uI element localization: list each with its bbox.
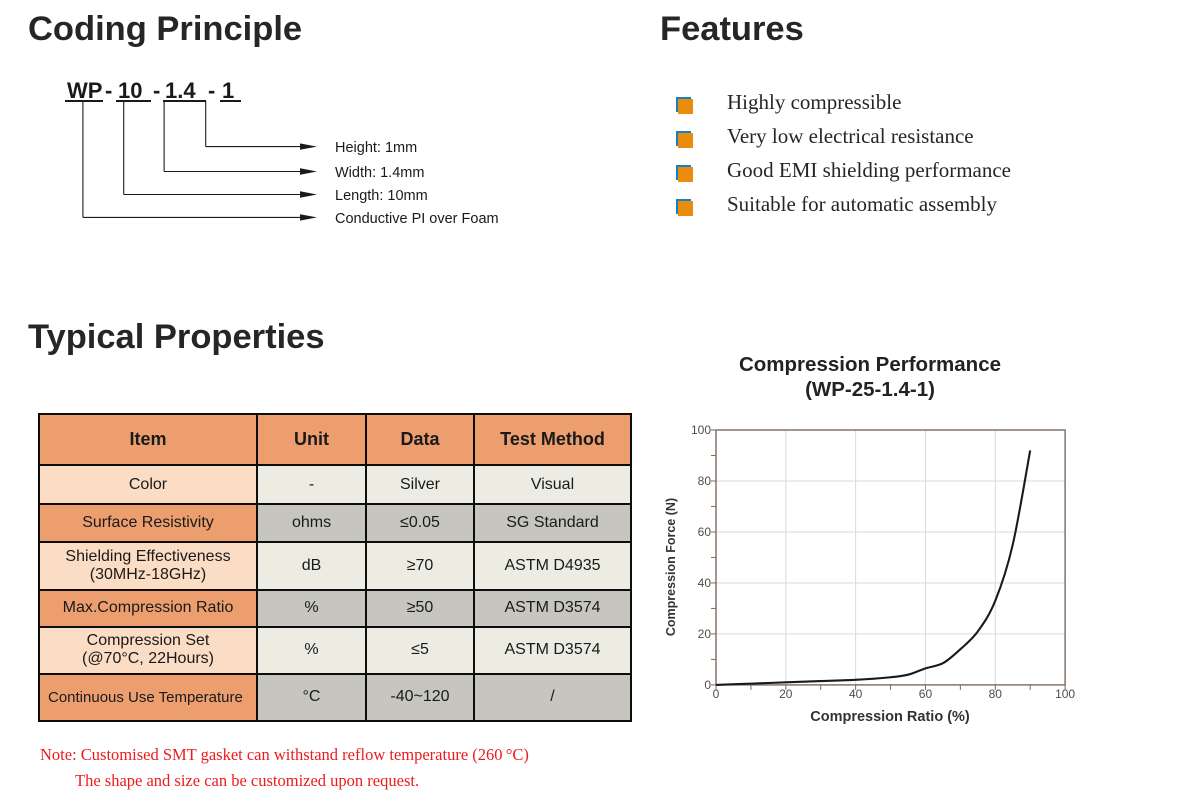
svg-text:Compression Ratio (%): Compression Ratio (%) — [810, 709, 970, 725]
svg-text:20: 20 — [779, 687, 793, 701]
svg-text:Compression Force (N): Compression Force (N) — [664, 498, 678, 636]
svg-text:80: 80 — [988, 687, 1002, 701]
svg-text:100: 100 — [691, 423, 711, 437]
svg-text:100: 100 — [1055, 687, 1075, 701]
svg-text:Length: 10mm: Length: 10mm — [335, 188, 428, 204]
svg-text:Conductive PI over Foam: Conductive PI over Foam — [335, 211, 499, 227]
svg-text:1.4: 1.4 — [165, 78, 196, 103]
svg-text:Height: 1mm: Height: 1mm — [335, 140, 417, 156]
svg-text:40: 40 — [849, 687, 863, 701]
svg-text:60: 60 — [697, 525, 711, 539]
svg-text:60: 60 — [919, 687, 933, 701]
svg-text:0: 0 — [712, 687, 719, 701]
svg-text:20: 20 — [697, 627, 711, 641]
svg-text:0: 0 — [704, 678, 711, 692]
svg-text:10: 10 — [118, 78, 142, 103]
svg-text:WP: WP — [67, 78, 102, 103]
svg-text:-: - — [153, 78, 160, 103]
svg-text:1: 1 — [222, 78, 234, 103]
svg-text:-: - — [105, 78, 112, 103]
svg-text:40: 40 — [697, 576, 711, 590]
svg-text:Width: 1.4mm: Width: 1.4mm — [335, 165, 424, 181]
svg-text:-: - — [208, 78, 215, 103]
svg-text:80: 80 — [697, 474, 711, 488]
